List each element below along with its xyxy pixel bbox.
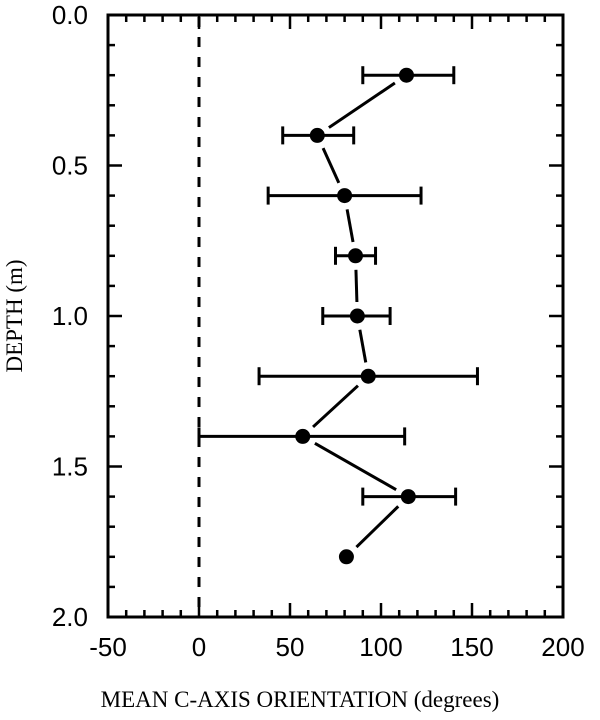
y-tick-label: 1.0 (52, 301, 88, 331)
y-tick-label: 1.5 (52, 452, 88, 482)
data-markers (295, 67, 416, 565)
connector-segment (358, 329, 368, 363)
connector-segment (321, 147, 341, 184)
x-tick-label: -50 (89, 632, 127, 662)
error-bars (197, 66, 479, 506)
x-tick-label: 0 (192, 632, 206, 662)
data-point-marker (348, 248, 364, 264)
connector-segment (314, 442, 397, 491)
connector-segment (345, 209, 355, 243)
data-point-marker (295, 428, 311, 444)
y-axis-title: DEPTH (m) (2, 259, 27, 372)
data-point-marker (337, 188, 353, 204)
x-axis-tick-labels: -50 0 50 100 150 200 (89, 632, 584, 662)
x-axis-title: MEAN C-AXIS ORIENTATION (degrees) (101, 687, 500, 712)
x-tick-label: 100 (359, 632, 402, 662)
data-point-marker (349, 308, 365, 324)
data-point-marker (360, 368, 376, 384)
connector-segment (354, 269, 359, 303)
data-point-marker (398, 67, 414, 83)
connector-segment (312, 384, 359, 429)
series-connecting-line (312, 81, 400, 549)
connector-segment (328, 81, 396, 129)
x-tick-label: 50 (276, 632, 305, 662)
connector-segment (355, 505, 400, 549)
y-tick-label: 0.0 (52, 0, 88, 30)
x-tick-label: 200 (541, 632, 584, 662)
y-axis-ticks (108, 13, 563, 619)
y-axis-tick-labels: 0.0 0.5 1.0 1.5 2.0 (52, 0, 88, 632)
data-point-marker (400, 489, 416, 505)
y-tick-label: 0.5 (52, 151, 88, 181)
x-tick-label: 150 (450, 632, 493, 662)
y-tick-label: 2.0 (52, 602, 88, 632)
data-point-marker (338, 549, 354, 565)
data-point-marker (309, 127, 325, 143)
